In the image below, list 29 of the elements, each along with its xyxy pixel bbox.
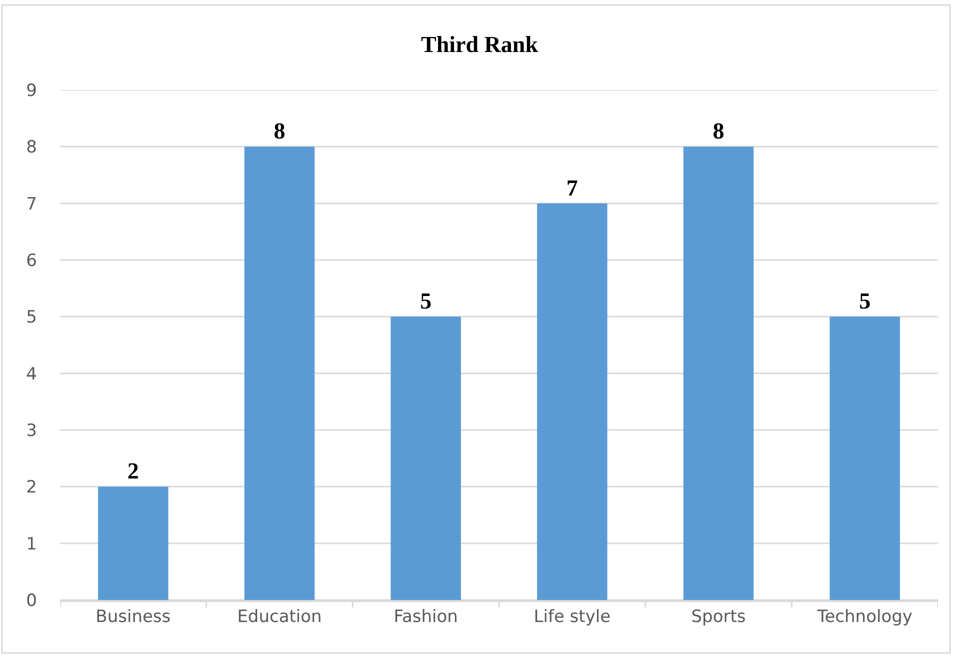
y-tick-label: 2 (26, 478, 37, 498)
data-label: 7 (566, 175, 578, 200)
y-tick-label: 4 (26, 364, 37, 384)
bar (683, 146, 754, 600)
y-tick-label: 3 (26, 420, 37, 441)
data-label: 5 (859, 288, 871, 314)
data-label: 5 (420, 288, 432, 314)
bar (537, 203, 608, 600)
x-tick-label: Technology (816, 607, 912, 628)
y-tick-label: 5 (26, 308, 37, 328)
data-label: 8 (274, 118, 286, 144)
chart-title: Third Rank (421, 32, 538, 58)
y-tick-label: 9 (26, 80, 37, 101)
y-tick-label: 6 (26, 250, 37, 271)
y-tick-label: 1 (26, 534, 37, 554)
data-label: 2 (127, 458, 139, 484)
y-tick-label: 7 (26, 194, 37, 214)
bar (390, 316, 461, 600)
bar (98, 486, 168, 600)
y-tick-label: 8 (26, 138, 37, 158)
bar (244, 146, 315, 600)
data-label: 8 (712, 118, 724, 144)
bar (830, 316, 900, 600)
x-tick-label: Sports (691, 607, 746, 628)
x-tick-label: Fashion (394, 607, 458, 628)
x-tick-label: Life style (534, 607, 611, 628)
x-tick-label: Business (96, 607, 171, 628)
x-tick-label: Education (237, 607, 322, 628)
y-tick-label: 0 (26, 590, 37, 611)
